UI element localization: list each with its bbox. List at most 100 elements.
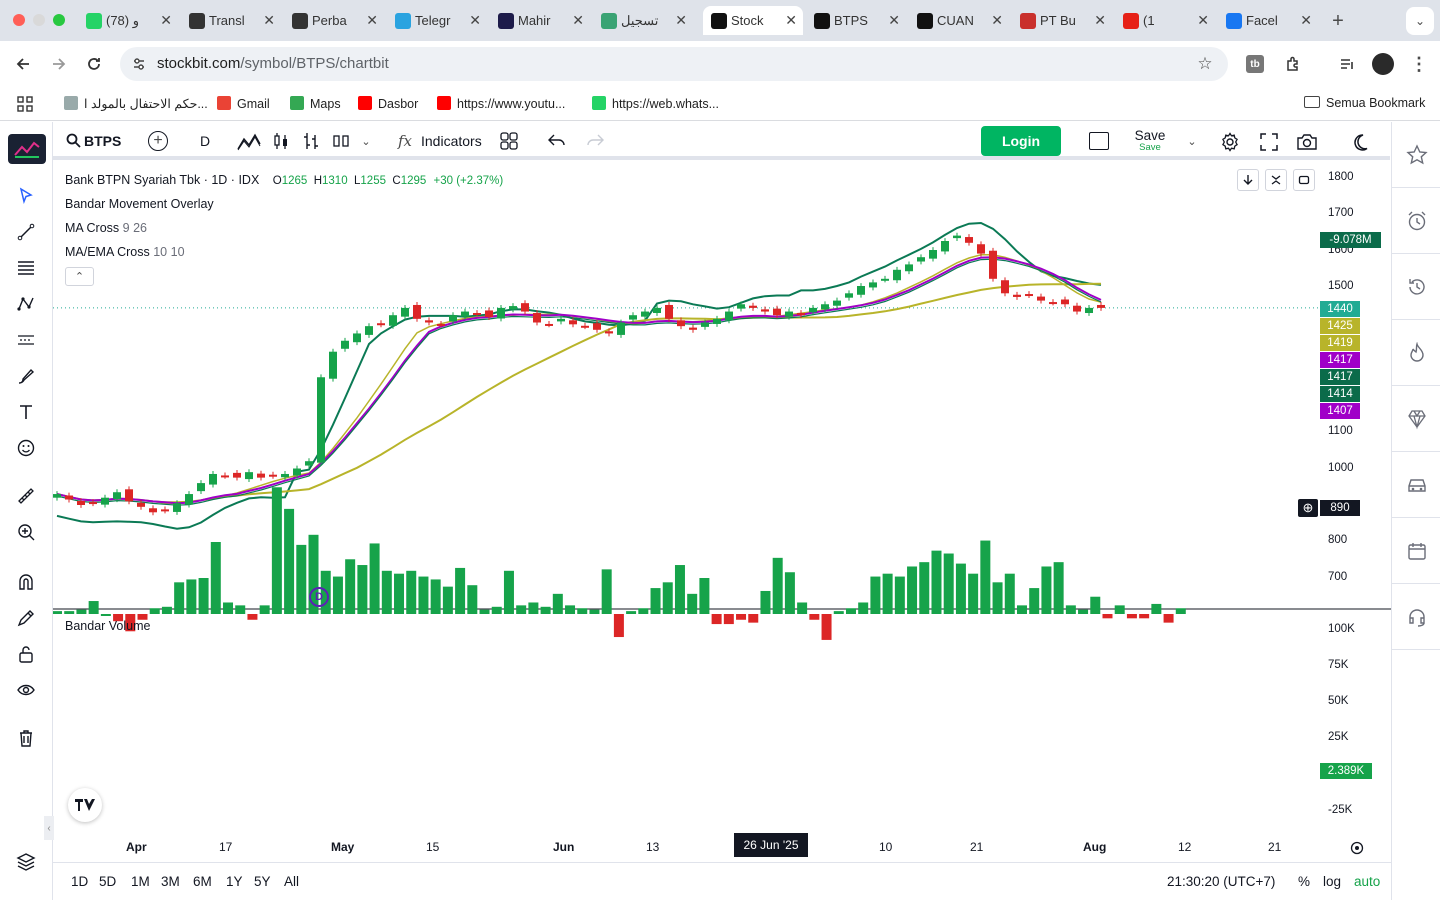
cursor-arrow-icon[interactable] <box>14 184 38 208</box>
alerts-clock-icon[interactable] <box>1392 188 1440 254</box>
close-window-button[interactable] <box>13 14 25 26</box>
fib-lines-icon[interactable] <box>14 256 38 280</box>
redo-icon[interactable] <box>585 132 605 150</box>
undo-icon[interactable] <box>547 132 567 150</box>
percent-scale-toggle[interactable]: % <box>1298 874 1311 889</box>
add-alert-plus-icon[interactable]: ⊕ <box>1298 499 1318 517</box>
bookmark-item[interactable]: Dasbor <box>358 96 418 111</box>
support-headset-icon[interactable] <box>1392 584 1440 650</box>
indicator-bandar-overlay[interactable]: Bandar Movement Overlay <box>65 197 214 211</box>
range-button[interactable]: 5D <box>99 874 117 889</box>
scroll-to-latest-icon[interactable] <box>1237 169 1259 191</box>
watchlist-star-icon[interactable] <box>1392 122 1440 188</box>
tab-search-icon[interactable]: ⌄ <box>1406 7 1434 35</box>
all-bookmarks-folder[interactable]: Semua Bookmark <box>1304 96 1425 110</box>
extensions-puzzle-icon[interactable] <box>1282 53 1304 75</box>
browser-tab[interactable]: CUAN ✕ <box>909 6 1009 35</box>
premium-diamond-icon[interactable] <box>1392 386 1440 452</box>
maximize-pane-icon[interactable] <box>1293 169 1315 191</box>
brush-icon[interactable] <box>14 364 38 388</box>
collapse-toolbar-icon[interactable]: ‹ <box>44 816 54 840</box>
object-tree-icon[interactable] <box>14 850 38 874</box>
maximize-window-button[interactable] <box>53 14 65 26</box>
close-tab-icon[interactable]: ✕ <box>1300 12 1312 28</box>
indicators-button[interactable]: Indicators <box>421 133 482 149</box>
dividend-marker[interactable]: D <box>309 587 329 607</box>
fx-icon[interactable]: fx <box>397 132 412 150</box>
fullscreen-icon[interactable] <box>1258 131 1280 153</box>
magnet-icon[interactable] <box>14 570 38 594</box>
close-tab-icon[interactable]: ✕ <box>1197 12 1209 28</box>
hotlist-flame-icon[interactable] <box>1392 320 1440 386</box>
media-controls-icon[interactable] <box>1336 53 1358 75</box>
chevron-down-icon[interactable]: ⌄ <box>361 135 371 148</box>
symbol-name[interactable]: BTPS <box>84 133 122 149</box>
time-axis-settings-icon[interactable] <box>1348 839 1366 857</box>
camera-icon[interactable] <box>1295 131 1319 153</box>
pattern-icon[interactable] <box>14 292 38 316</box>
save-menu-chevron-icon[interactable]: ⌄ <box>1187 135 1197 148</box>
browser-menu-icon[interactable]: ⋮ <box>1410 53 1428 74</box>
layout-square-icon[interactable] <box>1089 132 1109 150</box>
lock-pencil-icon[interactable] <box>14 606 38 630</box>
minimize-window-button[interactable] <box>33 14 45 26</box>
browser-tab[interactable]: (78) و ✕ <box>78 6 178 35</box>
save-button[interactable]: Save Save <box>1133 128 1167 156</box>
login-button[interactable]: Login <box>981 126 1061 156</box>
forward-icon[interactable] <box>46 51 72 77</box>
range-button[interactable]: 5Y <box>254 874 271 889</box>
browser-tab[interactable]: (1 ✕ <box>1115 6 1215 35</box>
range-button[interactable]: 1M <box>131 874 150 889</box>
compare-symbol-icon[interactable]: + <box>148 131 168 151</box>
close-tab-icon[interactable]: ✕ <box>263 12 275 28</box>
extension-tb-icon[interactable]: tb <box>1246 55 1264 73</box>
calendar-icon[interactable] <box>1392 518 1440 584</box>
trend-line-icon[interactable] <box>14 220 38 244</box>
close-tab-icon[interactable]: ✕ <box>1094 12 1106 28</box>
collapse-legend-icon[interactable]: ⌃ <box>65 267 94 286</box>
range-button[interactable]: All <box>284 874 300 889</box>
emoji-icon[interactable] <box>14 436 38 460</box>
close-tab-icon[interactable]: ✕ <box>785 12 797 28</box>
lock-icon[interactable] <box>14 642 38 666</box>
interval-button[interactable]: D <box>200 133 211 149</box>
hollow-candles-icon[interactable] <box>331 130 351 152</box>
close-tab-icon[interactable]: ✕ <box>160 12 172 28</box>
forecast-icon[interactable] <box>14 328 38 352</box>
bookmark-item[interactable]: https://www.youtu... <box>437 96 565 111</box>
range-button[interactable]: 1D <box>71 874 89 889</box>
back-icon[interactable] <box>10 51 36 77</box>
site-info-icon[interactable] <box>128 53 150 75</box>
browser-tab[interactable]: تسجيل ✕ <box>593 6 693 35</box>
history-icon[interactable] <box>1392 254 1440 320</box>
browser-tab[interactable]: Facel ✕ <box>1218 6 1318 35</box>
ruler-icon[interactable] <box>14 484 38 508</box>
symbol-search-icon[interactable] <box>65 132 81 148</box>
profile-avatar[interactable] <box>1372 53 1394 75</box>
range-button[interactable]: 3M <box>161 874 180 889</box>
url-bar[interactable]: stockbit.com/symbol/BTPS/chartbit ☆ <box>120 47 1228 81</box>
close-tab-icon[interactable]: ✕ <box>469 12 481 28</box>
indicator-ma-ema-cross[interactable]: MA/EMA Cross 10 10 <box>65 245 185 259</box>
bookmark-star-icon[interactable]: ☆ <box>1197 54 1213 73</box>
settings-gear-icon[interactable] <box>1219 131 1241 153</box>
auto-scale-toggle[interactable]: auto <box>1354 874 1381 889</box>
close-tab-icon[interactable]: ✕ <box>572 12 584 28</box>
bookmark-item[interactable]: https://web.whats... <box>592 96 719 111</box>
indicator-ma-cross[interactable]: MA Cross 9 26 <box>65 221 147 235</box>
browser-tab[interactable]: Mahir ✕ <box>490 6 590 35</box>
close-tab-icon[interactable]: ✕ <box>991 12 1003 28</box>
apps-grid-icon[interactable] <box>16 95 34 113</box>
candles-icon[interactable] <box>271 130 291 152</box>
close-tab-icon[interactable]: ✕ <box>675 12 687 28</box>
browser-tab[interactable]: Telegr ✕ <box>387 6 487 35</box>
trash-icon[interactable] <box>14 726 38 750</box>
price-chart[interactable] <box>53 161 1391 861</box>
range-button[interactable]: 6M <box>193 874 212 889</box>
collapse-pane-icon[interactable] <box>1265 169 1287 191</box>
reload-icon[interactable] <box>81 51 107 77</box>
bookmark-item[interactable]: Gmail <box>217 96 270 111</box>
bookmark-item[interactable]: Maps <box>290 96 341 111</box>
browser-tab[interactable]: Perba ✕ <box>284 6 384 35</box>
browser-tab[interactable]: PT Bu ✕ <box>1012 6 1112 35</box>
